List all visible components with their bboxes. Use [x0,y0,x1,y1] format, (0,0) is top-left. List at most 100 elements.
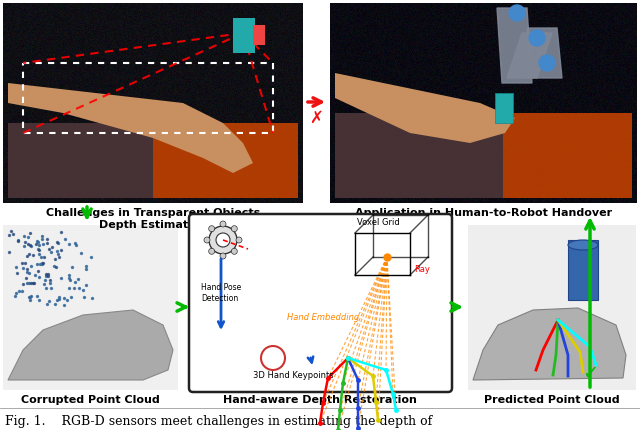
Polygon shape [335,113,503,198]
Point [64,272,74,279]
Point [49,263,59,270]
Bar [568,240,598,300]
Point [60,301,70,308]
Point [28,280,38,286]
Point [40,276,50,283]
Point [39,254,49,261]
Text: ✗: ✗ [309,109,323,127]
Polygon shape [8,83,253,173]
Point [17,259,27,266]
Point [76,250,86,257]
Point [86,253,96,260]
Point [53,250,63,257]
Point [33,245,44,252]
Text: Hand Pose
Detection: Hand Pose Detection [201,283,241,303]
Point [69,285,79,292]
Point [22,265,32,272]
Point [21,274,31,281]
Point [47,243,58,250]
Polygon shape [527,28,562,78]
Point [52,239,63,246]
Point [22,233,33,240]
Point [38,241,49,248]
Point [19,232,29,239]
Text: Fig. 1.    RGB-D sensors meet challenges in estimating the depth of: Fig. 1. RGB-D sensors meet challenges in… [5,415,432,428]
Point [56,247,67,254]
Point [56,274,66,281]
Point [25,242,35,249]
Circle shape [209,226,237,254]
Point [42,240,52,247]
Point [37,260,47,267]
Text: Hand-aware Depth Restoration: Hand-aware Depth Restoration [223,395,417,405]
Circle shape [220,221,226,227]
Point [37,236,47,243]
Polygon shape [8,310,173,380]
Point [22,280,32,287]
Polygon shape [8,123,298,198]
Point [54,296,65,303]
Point [81,281,91,288]
Point [22,269,32,276]
Circle shape [216,233,230,247]
Point [38,259,48,266]
Polygon shape [497,8,532,83]
Bar [253,25,265,45]
Point [54,293,65,300]
Point [29,280,39,287]
Point [28,252,38,259]
Point [24,297,35,304]
Point [36,232,47,239]
Text: Predicted Point Cloud: Predicted Point Cloud [484,395,620,405]
Circle shape [509,5,525,21]
Polygon shape [8,123,153,198]
Text: Hand Embedding: Hand Embedding [287,313,359,322]
Point [44,280,54,287]
Point [62,297,72,304]
Point [56,229,66,236]
Point [50,255,60,262]
Point [11,264,21,270]
Point [87,295,97,302]
Point [24,293,35,300]
Text: Corrupted Point Cloud: Corrupted Point Cloud [20,395,159,405]
Point [53,240,63,246]
Point [66,293,76,300]
Point [54,253,64,260]
Circle shape [209,226,214,232]
Circle shape [220,253,226,259]
Circle shape [236,237,242,243]
Point [44,246,54,252]
Polygon shape [335,113,632,198]
Circle shape [529,30,545,46]
Point [79,294,89,301]
Point [24,270,34,277]
Point [70,279,80,286]
Circle shape [539,55,555,71]
Point [17,288,27,295]
Bar [3,225,178,390]
Point [32,238,42,245]
Point [26,293,36,300]
Point [13,236,23,243]
Point [45,277,56,284]
Point [36,259,47,266]
Point [4,231,14,238]
Point [31,241,41,248]
Text: Challenges in Transparent Objects
Depth Estimation: Challenges in Transparent Objects Depth … [46,208,260,230]
Polygon shape [507,33,552,78]
Point [51,263,61,270]
Circle shape [231,226,237,232]
Point [50,300,60,307]
Bar [495,93,513,123]
Point [42,301,52,308]
Point [40,271,51,278]
Point [30,272,40,279]
Bar [233,18,255,53]
Point [14,287,24,294]
Point [19,243,29,249]
Point [60,235,70,242]
Text: ✓: ✓ [582,364,598,383]
Point [70,239,80,246]
Point [65,276,76,283]
